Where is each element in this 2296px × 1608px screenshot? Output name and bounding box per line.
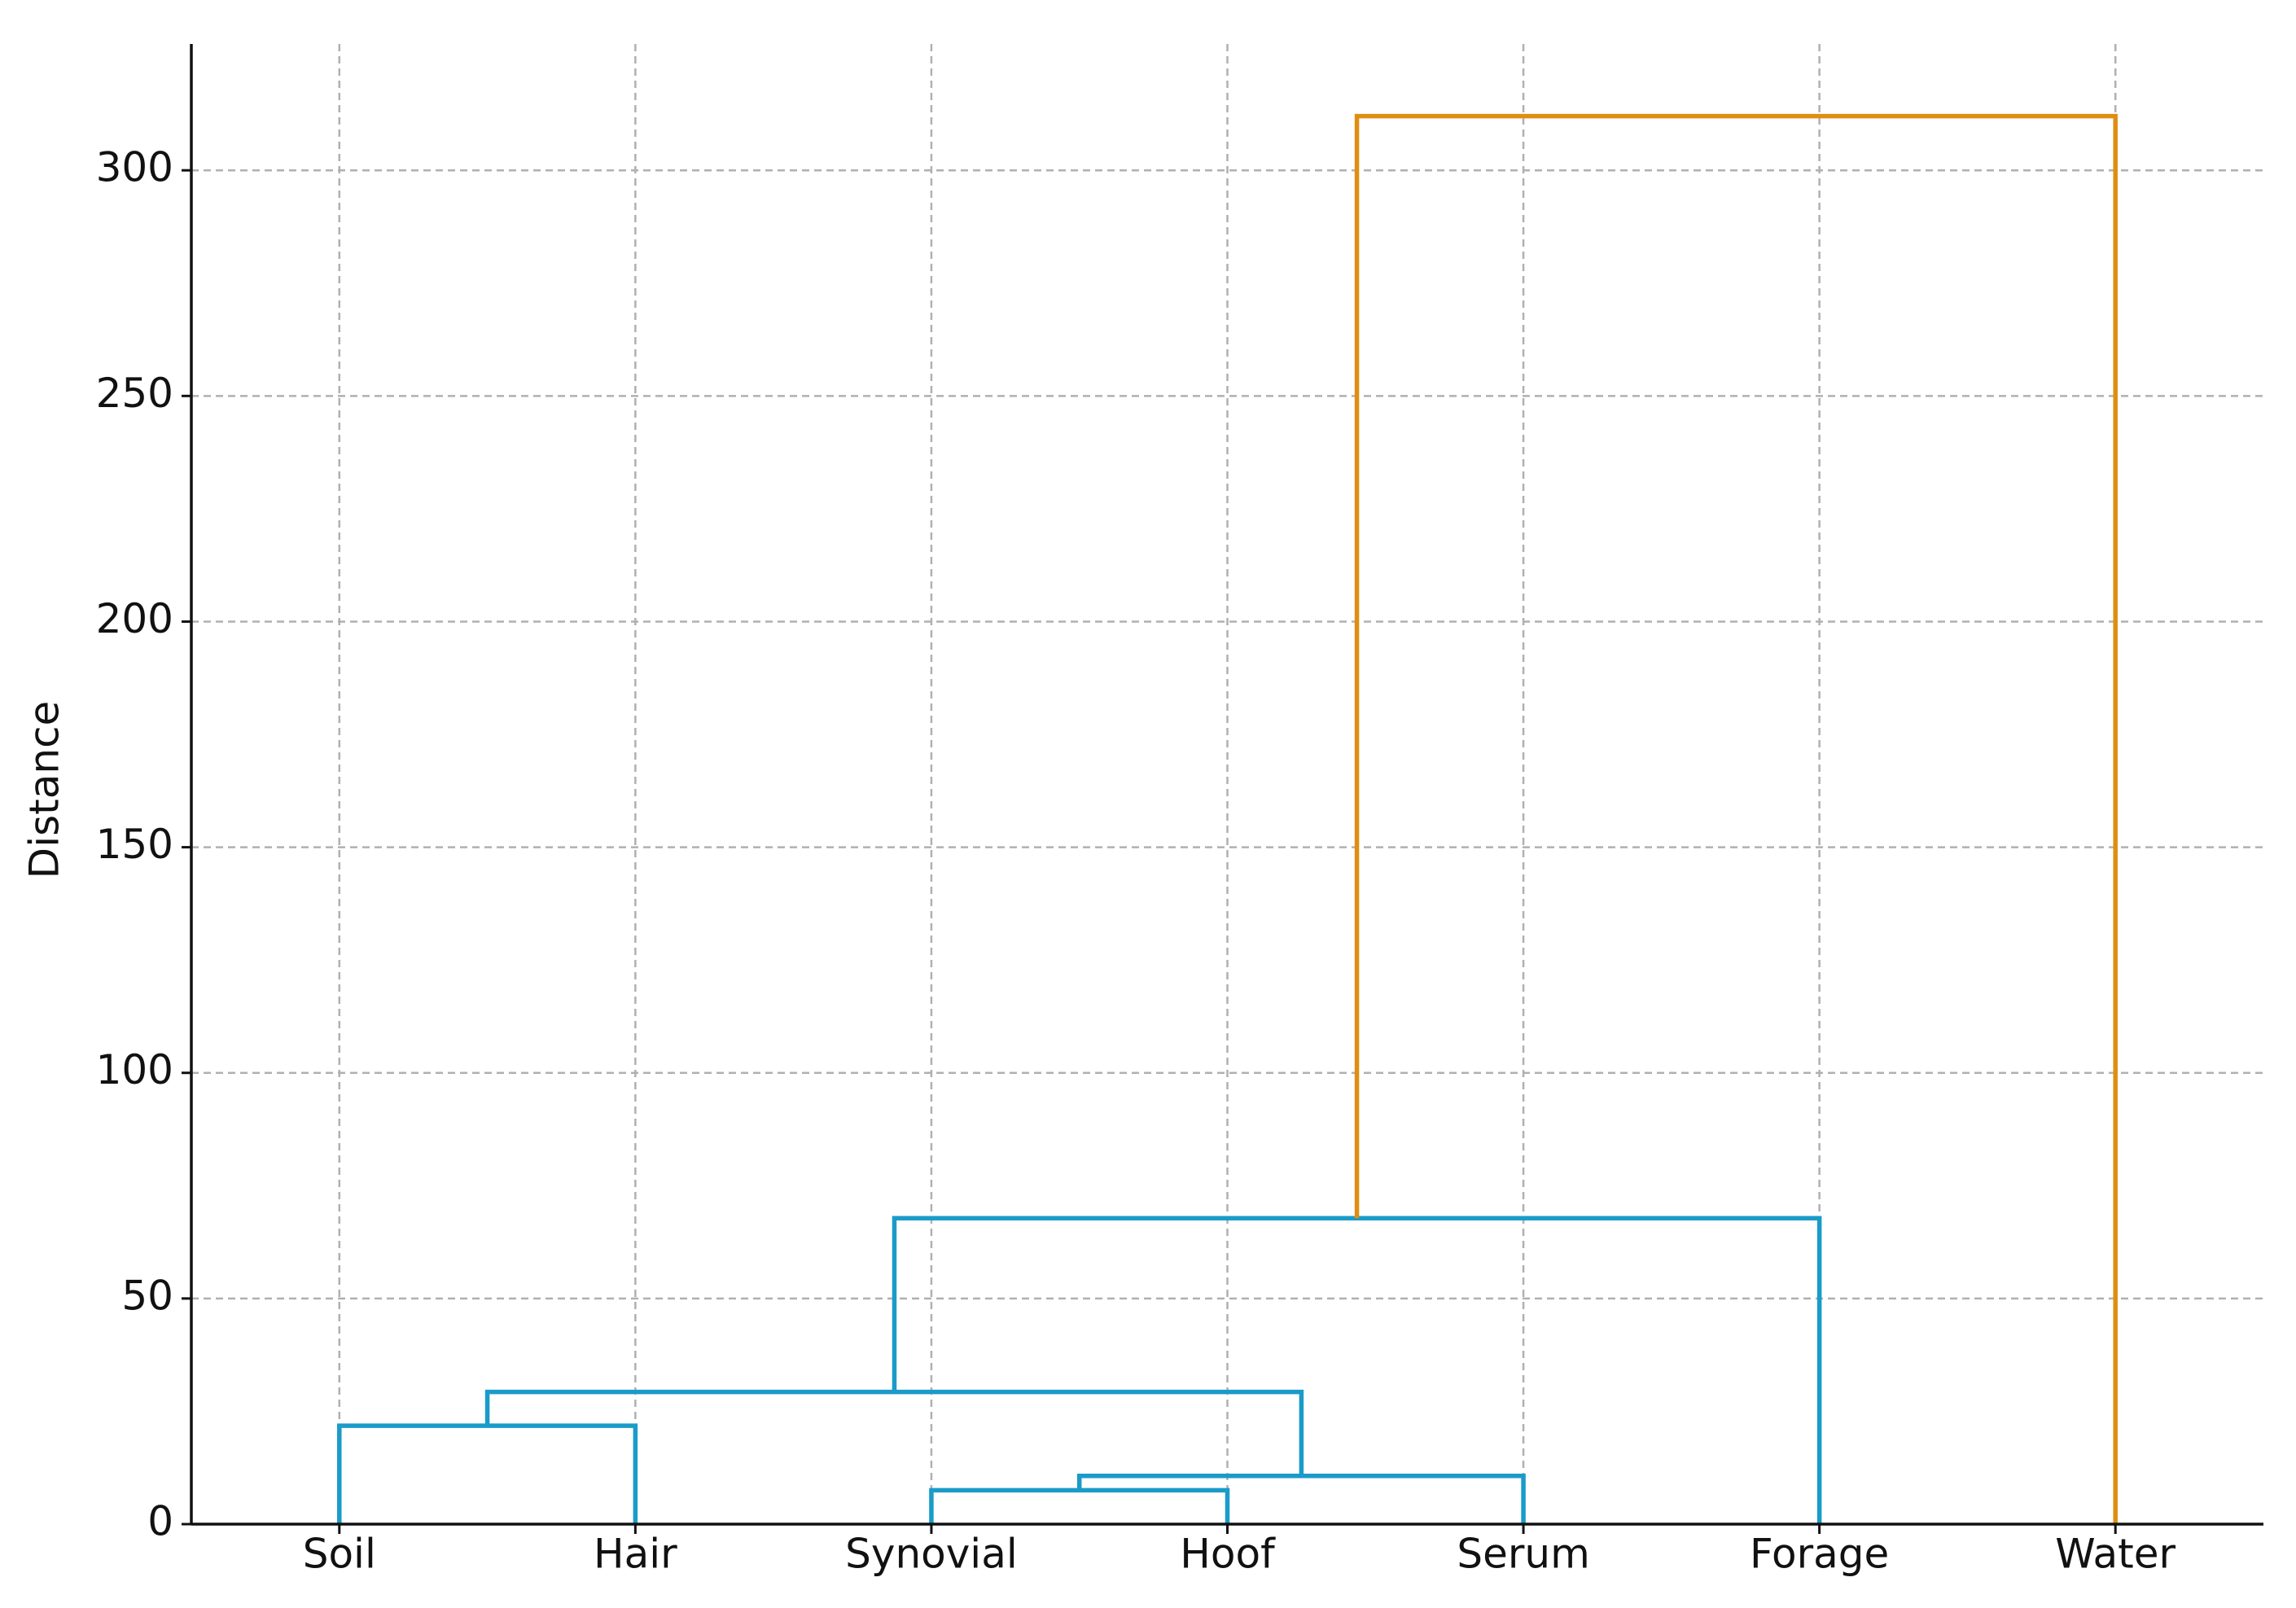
dendrogram-link [337,1423,638,1524]
dendrogram-link [892,1216,1822,1524]
y-tick-label: 0 [147,1498,173,1545]
x-tick-label: Hair [594,1531,677,1578]
y-tick-label: 150 [96,821,173,868]
dendrogram-link [1076,1473,1526,1524]
x-tick-label: Forage [1750,1531,1889,1578]
y-tick-label: 300 [96,144,173,191]
y-tick-label: 50 [121,1272,173,1319]
x-tick-label: Soil [303,1531,376,1578]
x-tick-label: Water [2055,1531,2176,1578]
y-tick-label: 250 [96,370,173,417]
dendrogram-link [929,1488,1230,1524]
y-tick-label: 200 [96,595,173,642]
x-tick-label: Serum [1457,1531,1589,1578]
x-tick-label: Synovial [845,1531,1018,1578]
x-tick-label: Hoof [1180,1531,1276,1578]
y-tick-label: 100 [96,1046,173,1093]
dendrogram-link [484,1389,1304,1476]
dendrogram-link [1354,113,2118,1524]
y-axis-label: Distance [21,701,68,879]
